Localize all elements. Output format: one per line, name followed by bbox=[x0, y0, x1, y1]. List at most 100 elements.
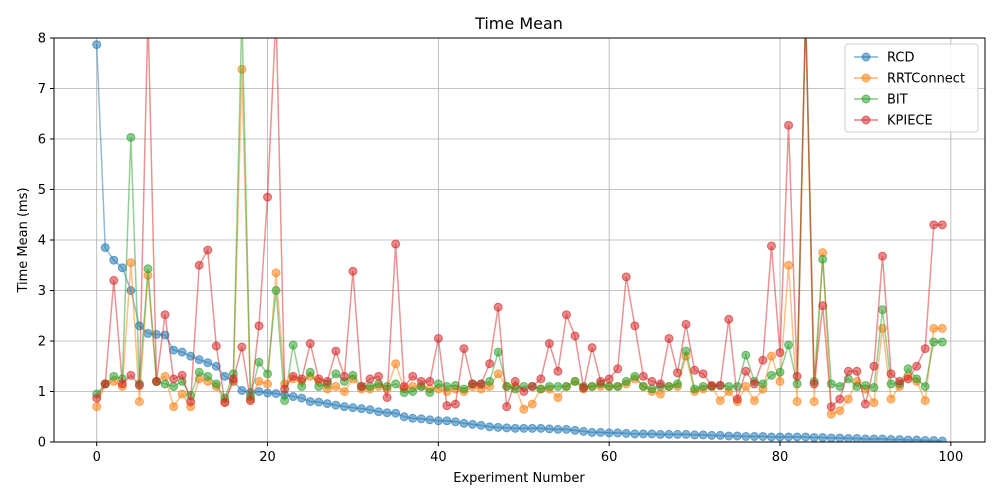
x-tick-label: 100 bbox=[938, 450, 963, 465]
y-tick-label: 4 bbox=[38, 234, 46, 249]
x-tick-label: 20 bbox=[259, 450, 276, 465]
data-point bbox=[758, 431, 768, 441]
data-point bbox=[920, 381, 930, 391]
data-point bbox=[305, 397, 315, 407]
data-point bbox=[271, 286, 281, 295]
legend: RCD RRTConnect BIT KPIECE bbox=[844, 43, 979, 133]
data-point bbox=[835, 394, 845, 404]
data-point bbox=[792, 397, 802, 407]
legend-swatch-marker bbox=[861, 52, 871, 62]
data-point bbox=[459, 384, 469, 394]
chart-title: Time Mean bbox=[474, 14, 563, 33]
data-point bbox=[305, 367, 315, 377]
data-point bbox=[587, 343, 597, 353]
data-point bbox=[399, 381, 409, 391]
data-point bbox=[852, 366, 862, 376]
data-point bbox=[186, 397, 196, 407]
data-point bbox=[920, 344, 930, 354]
data-point bbox=[835, 406, 845, 416]
data-point bbox=[912, 361, 922, 371]
data-point bbox=[621, 428, 631, 438]
data-point bbox=[895, 434, 905, 442]
data-point bbox=[527, 399, 537, 409]
data-point bbox=[741, 431, 751, 441]
data-point bbox=[314, 397, 324, 407]
data-point bbox=[638, 429, 648, 439]
data-point bbox=[912, 435, 922, 442]
data-point bbox=[715, 430, 725, 440]
data-point bbox=[194, 260, 204, 270]
data-point bbox=[561, 424, 571, 434]
data-point bbox=[177, 370, 187, 380]
legend-item: RCD bbox=[854, 51, 914, 66]
y-tick-label: 2 bbox=[38, 335, 46, 350]
data-point bbox=[937, 220, 947, 230]
data-point bbox=[809, 432, 819, 442]
data-point bbox=[741, 350, 751, 360]
data-point bbox=[749, 379, 759, 389]
data-point bbox=[544, 424, 554, 434]
data-point bbox=[365, 405, 375, 415]
data-point bbox=[835, 433, 845, 442]
data-point bbox=[160, 310, 170, 320]
x-axis: 0 20 40 60 80 100 bbox=[93, 442, 963, 465]
data-point bbox=[732, 431, 742, 441]
data-point bbox=[331, 369, 341, 379]
data-point bbox=[766, 432, 776, 442]
data-point bbox=[109, 371, 119, 381]
data-point bbox=[801, 432, 811, 442]
data-point bbox=[263, 379, 273, 389]
data-point bbox=[596, 427, 606, 437]
data-point bbox=[126, 370, 136, 380]
data-point bbox=[211, 379, 221, 389]
data-point bbox=[561, 310, 571, 320]
data-point bbox=[254, 321, 264, 331]
x-tick-label: 40 bbox=[430, 450, 447, 465]
data-point bbox=[664, 429, 674, 439]
data-point bbox=[92, 40, 102, 50]
data-point bbox=[912, 374, 922, 384]
data-point bbox=[92, 402, 102, 412]
legend-item: BIT bbox=[854, 93, 908, 108]
data-point bbox=[288, 340, 298, 350]
data-point bbox=[356, 404, 366, 414]
data-point bbox=[391, 379, 401, 389]
data-point bbox=[843, 366, 853, 376]
data-point bbox=[203, 358, 213, 368]
data-point bbox=[544, 339, 554, 349]
y-tick-label: 5 bbox=[38, 183, 46, 198]
data-point bbox=[348, 370, 358, 380]
data-point bbox=[596, 376, 606, 386]
data-point bbox=[322, 399, 332, 409]
data-point bbox=[382, 393, 392, 403]
data-point bbox=[272, 9, 280, 17]
data-point bbox=[288, 371, 298, 381]
data-point bbox=[510, 423, 520, 433]
legend-swatch-marker bbox=[861, 94, 871, 104]
data-point bbox=[553, 366, 563, 376]
data-point bbox=[134, 380, 144, 390]
data-point bbox=[681, 346, 691, 356]
data-point bbox=[681, 319, 691, 329]
data-point bbox=[852, 433, 862, 442]
data-point bbox=[792, 432, 802, 442]
data-point bbox=[621, 376, 631, 386]
data-point bbox=[220, 398, 230, 408]
data-point bbox=[297, 381, 307, 391]
data-point bbox=[144, 9, 152, 17]
data-point bbox=[886, 434, 896, 442]
data-point bbox=[673, 379, 683, 389]
series-kpiece bbox=[92, 9, 947, 412]
data-point bbox=[802, 9, 810, 17]
data-point bbox=[305, 339, 315, 349]
data-point bbox=[502, 381, 512, 391]
data-point bbox=[732, 394, 742, 404]
data-point bbox=[356, 381, 366, 391]
data-point bbox=[775, 432, 785, 442]
data-point bbox=[459, 344, 469, 354]
data-point bbox=[843, 433, 853, 442]
data-point bbox=[263, 369, 273, 379]
series-line bbox=[96, 38, 943, 401]
data-point bbox=[802, 9, 810, 17]
data-point bbox=[339, 371, 349, 381]
